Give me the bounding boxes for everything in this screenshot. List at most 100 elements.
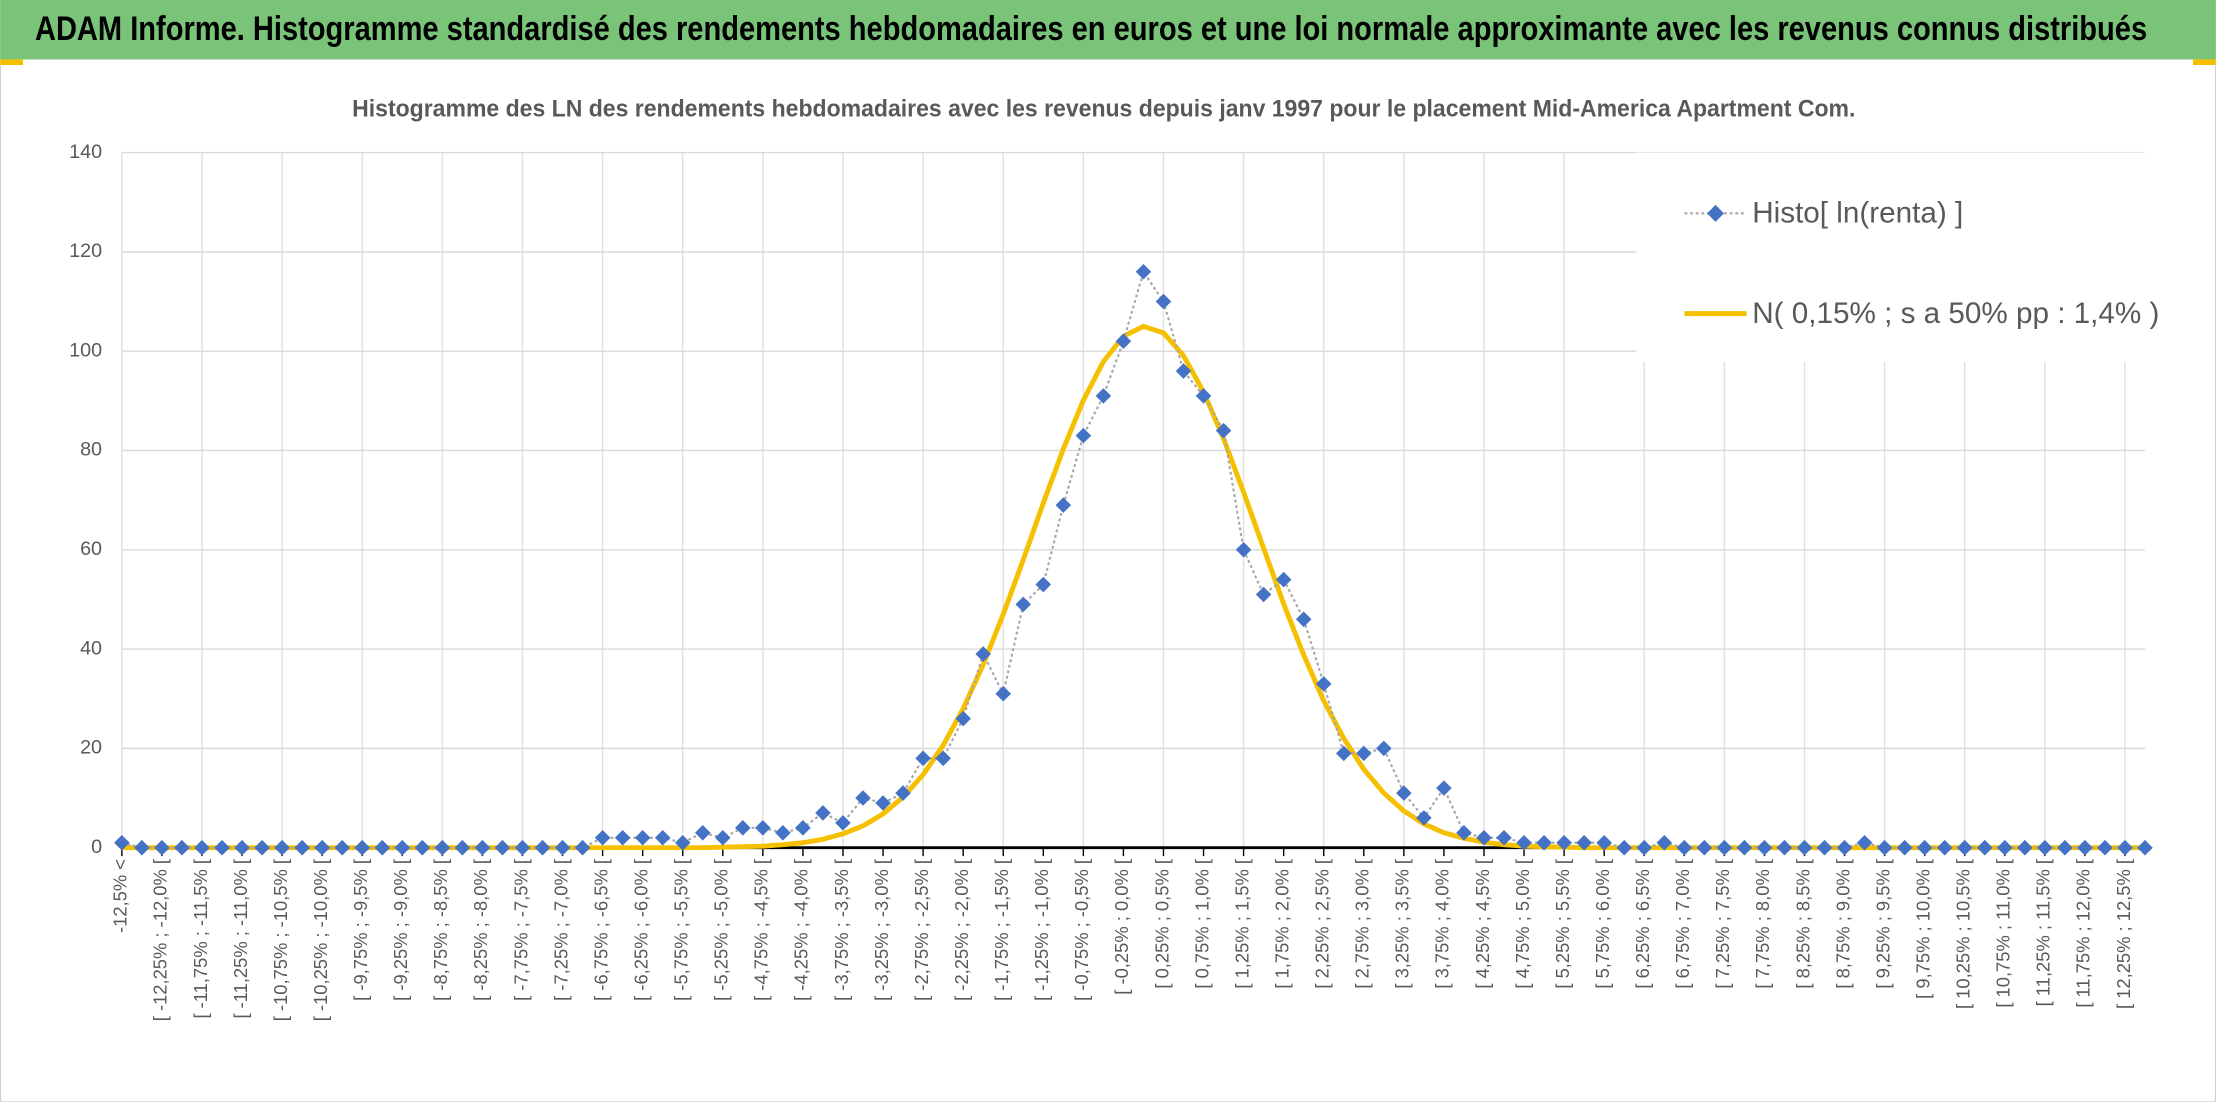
y-tick-label: 100 — [69, 339, 102, 361]
histogram-line — [121, 269, 2146, 849]
histogram-point — [895, 785, 911, 801]
histogram-point — [594, 829, 611, 846]
x-tick-label: [ -2,25% ; -2,0% [ — [951, 859, 972, 1001]
histogram-point — [1716, 839, 1733, 856]
histogram-point — [1255, 586, 1272, 603]
histogram-point — [1175, 363, 1192, 379]
histogram-point — [795, 820, 811, 836]
histogram-point — [1616, 839, 1632, 856]
x-tick-label: [ -4,75% ; -4,5% [ — [751, 859, 772, 1001]
x-tick-label: [ -1,25% ; -1,0% [ — [1031, 859, 1052, 1001]
x-tick-label: -12,5% < — [110, 859, 131, 933]
y-tick-label: 20 — [80, 737, 102, 759]
histogram-point — [2057, 839, 2073, 856]
histogram-point — [2137, 839, 2153, 856]
histogram-point — [1195, 388, 1212, 404]
histogram-point — [314, 839, 330, 856]
histogram-point — [735, 820, 751, 836]
histogram-point — [534, 839, 551, 856]
x-tick-label: [ -2,75% ; -2,5% [ — [911, 859, 932, 1001]
histogram-point — [254, 839, 270, 856]
x-tick-label: [ -7,75% ; -7,5% [ — [510, 859, 531, 1001]
histogram-point — [514, 839, 531, 856]
histogram-point — [1776, 839, 1793, 856]
histogram-point — [1836, 839, 1853, 856]
histogram-point — [1556, 834, 1572, 851]
histogram-point — [394, 839, 411, 856]
x-tick-label: [ -3,25% ; -3,0% [ — [871, 859, 892, 1001]
histogram-point — [1576, 834, 1592, 851]
chart-title: Histogramme des LN des rendements hebdom… — [352, 96, 1855, 123]
histogram-point — [915, 750, 931, 767]
x-tick-label: [ 2,25% ; 2,5% [ — [1312, 859, 1333, 989]
x-tick-label: [ 11,75% ; 12,0% [ — [2073, 859, 2094, 1008]
histogram-point — [374, 839, 391, 856]
legend-label: N( 0,15% ; s a 50% pp : 1,4% ) — [1752, 297, 2159, 330]
histogram-point — [434, 839, 451, 856]
x-tick-label: [ 10,75% ; 11,0% [ — [1993, 859, 2014, 1008]
x-tick-label: [ 6,25% ; 6,5% [ — [1632, 859, 1653, 989]
histogram-point — [1536, 834, 1552, 851]
y-tick-label: 60 — [80, 538, 102, 560]
y-tick-label: 80 — [80, 439, 102, 461]
histogram-point — [1956, 839, 1973, 856]
histogram-point — [1916, 839, 1933, 856]
histogram-point — [674, 834, 691, 851]
histogram-point — [1516, 834, 1532, 851]
x-tick-label: [ -3,75% ; -3,5% [ — [831, 859, 852, 1001]
histogram-point — [694, 825, 711, 841]
histogram-point — [995, 686, 1011, 702]
histogram-point — [414, 839, 431, 856]
x-tick-label: [ -0,25% ; 0,0% [ — [1111, 859, 1132, 995]
x-tick-label: [ -6,25% ; -6,0% [ — [631, 859, 652, 1001]
histogram-point — [1075, 427, 1092, 444]
histogram-point — [1997, 839, 2013, 856]
x-tick-label: [ 7,25% ; 7,5% [ — [1712, 859, 1733, 989]
x-tick-label: [ -5,75% ; -5,5% [ — [671, 859, 692, 1001]
x-tick-label: [ 1,25% ; 1,5% [ — [1231, 859, 1252, 989]
x-tick-label: [ 10,25% ; 10,5% [ — [1953, 859, 1974, 1009]
x-tick-label: [ 0,75% ; 1,0% [ — [1191, 859, 1212, 989]
histogram-point — [1335, 745, 1352, 762]
histogram-point — [2117, 839, 2133, 856]
histogram-point — [1356, 745, 1372, 762]
x-tick-label: [ 11,25% ; 11,5% [ — [2033, 859, 2054, 1006]
histogram-point — [1856, 834, 1873, 851]
histogram-point — [815, 805, 831, 821]
x-tick-label: [ 2,75% ; 3,0% [ — [1352, 859, 1373, 989]
histogram-point — [354, 839, 370, 856]
histogram-point — [1015, 596, 1032, 613]
y-tick-label: 120 — [69, 240, 102, 262]
x-tick-label: [ 4,25% ; 4,5% [ — [1472, 859, 1493, 989]
y-tick-label: 40 — [80, 637, 102, 659]
histogram-point — [1235, 542, 1252, 558]
histogram-point — [1896, 839, 1913, 856]
histogram-point — [114, 834, 130, 851]
x-tick-label: [ -8,25% ; -8,0% [ — [470, 859, 491, 1001]
x-tick-label: [ 1,75% ; 2,0% [ — [1272, 859, 1293, 989]
x-tick-label: [ -9,25% ; -9,0% [ — [390, 859, 411, 1001]
histogram-point — [2017, 839, 2033, 856]
histogram-point — [835, 815, 851, 831]
histogram-point — [875, 795, 891, 811]
histogram-point — [1456, 825, 1472, 841]
histogram-point — [334, 839, 350, 856]
x-tick-label: [ 4,75% ; 5,0% [ — [1512, 859, 1533, 989]
x-tick-label: [ 0,25% ; 0,5% [ — [1151, 859, 1172, 989]
histogram-point — [1936, 839, 1953, 856]
x-tick-label: [ 3,75% ; 4,0% [ — [1432, 859, 1453, 989]
histogram-point — [1676, 839, 1693, 856]
histogram-point — [1436, 780, 1452, 796]
x-tick-label: [ -7,25% ; -7,0% [ — [550, 859, 571, 1001]
x-tick-label: [ 5,25% ; 5,5% [ — [1552, 859, 1573, 989]
x-tick-label: [ -10,75% ; -10,5% [ — [270, 859, 291, 1021]
histogram-point — [1055, 497, 1072, 513]
histogram-point — [474, 839, 491, 856]
banner — [0, 0, 2216, 60]
histogram-point — [775, 825, 791, 841]
histogram-point — [1416, 810, 1432, 826]
histogram-point — [975, 646, 991, 662]
x-tick-label: [ 12,25% ; 12,5% [ — [2113, 859, 2134, 1009]
